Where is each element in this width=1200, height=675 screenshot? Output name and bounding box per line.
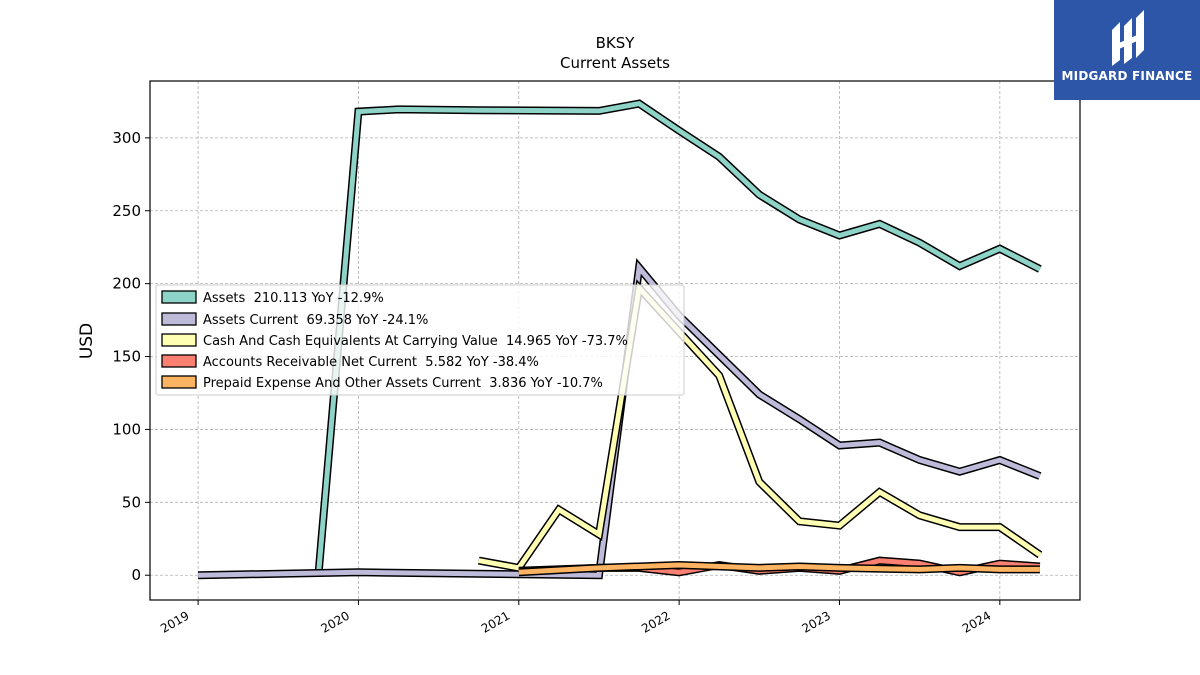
legend-label: Assets 210.113 YoY -12.9% — [203, 291, 384, 306]
legend: Assets 210.113 YoY -12.9% Assets Current… — [155, 284, 685, 396]
midgard-logo-icon — [1112, 10, 1144, 66]
chart-title: BKSY — [596, 34, 636, 52]
y-tick-label: 100 — [112, 420, 141, 438]
y-axis-label: USD — [77, 323, 97, 359]
legend-label: Accounts Receivable Net Current 5.582 Yo… — [203, 355, 539, 370]
legend-swatch — [161, 312, 197, 326]
series-line — [478, 282, 1042, 571]
legend-swatch — [161, 333, 197, 347]
legend-label: Cash And Cash Equivalents At Carrying Va… — [203, 334, 628, 349]
legend-box — [155, 284, 685, 396]
legend-swatch — [161, 290, 197, 304]
y-tick-label: 300 — [112, 129, 141, 147]
x-tick-label: 2022 — [639, 608, 672, 635]
y-tick-label: 200 — [112, 275, 141, 293]
x-tick-label: 2021 — [479, 608, 512, 635]
legend-swatch — [161, 354, 197, 368]
series-lines — [198, 99, 1043, 580]
plot-area-frame — [149, 80, 1081, 601]
legend-label: Assets Current 69.358 YoY -24.1% — [203, 313, 428, 328]
series-line — [315, 100, 1042, 576]
series-line — [198, 261, 1041, 578]
legend-swatch — [161, 375, 197, 389]
x-tick-label: 2020 — [318, 608, 351, 635]
brand-logo: MIDGARD FINANCE — [1054, 0, 1200, 100]
y-tick-label: 50 — [122, 493, 141, 511]
y-tick-label: 250 — [112, 202, 141, 220]
series-line — [518, 562, 1040, 575]
chart-subtitle: Current Assets — [560, 54, 670, 72]
legend-label: Prepaid Expense And Other Assets Current… — [203, 376, 603, 391]
x-tick-label: 2024 — [960, 608, 993, 635]
x-tick-label: 2023 — [800, 608, 833, 635]
grid — [150, 81, 1080, 600]
y-tick-label: 0 — [131, 566, 141, 584]
y-tick-label: 150 — [112, 348, 141, 366]
x-tick-label: 2019 — [158, 608, 191, 635]
brand-name: MIDGARD FINANCE — [1061, 69, 1193, 83]
